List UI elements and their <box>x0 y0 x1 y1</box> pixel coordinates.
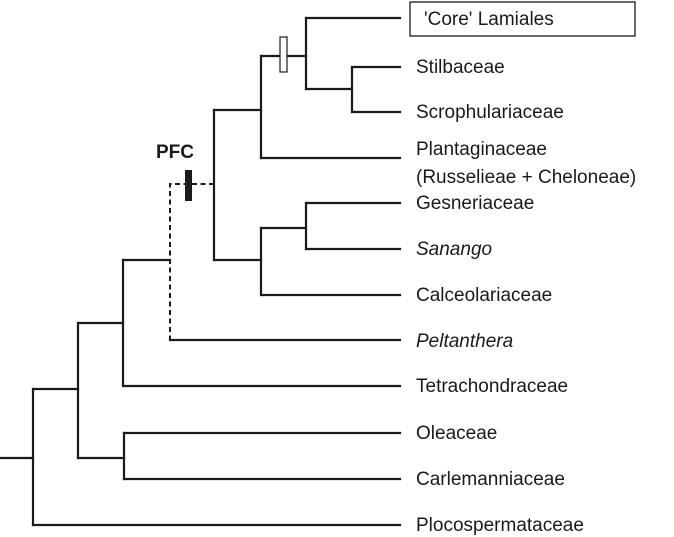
taxon-label-sanango: Sanango <box>416 239 492 260</box>
pfc-character-bar <box>185 170 192 201</box>
core-lamiales-box <box>409 1 636 37</box>
pfc-label: PFC <box>156 142 194 163</box>
taxon-label-core-lamiales: 'Core' Lamiales <box>424 9 554 30</box>
taxon-label-plantaginaceae-tribes: (Russelieae + Cheloneae) <box>416 167 636 188</box>
taxon-label-gesneriaceae: Gesneriaceae <box>416 193 534 214</box>
taxon-label-plantaginaceae: Plantaginaceae <box>416 139 547 160</box>
taxon-label-scrophulariaceae: Scrophulariaceae <box>416 102 564 123</box>
taxon-label-stilbaceae: Stilbaceae <box>416 57 505 78</box>
taxon-label-carlemanniaceae: Carlemanniaceae <box>416 469 565 490</box>
taxon-label-plocospermataceae: Plocospermataceae <box>416 515 584 536</box>
branch-peltanthera-dashed <box>169 183 214 340</box>
tree-branches <box>0 16 402 527</box>
taxon-label-calceolariaceae: Calceolariaceae <box>416 285 552 306</box>
open-character-bar <box>279 36 288 73</box>
taxon-label-oleaceae: Oleaceae <box>416 423 497 444</box>
taxon-label-tetrachondraceae: Tetrachondraceae <box>416 376 568 397</box>
taxon-label-peltanthera: Peltanthera <box>416 331 513 352</box>
taxon-labels: 'Core' Lamiales Stilbaceae Scrophulariac… <box>416 9 636 536</box>
